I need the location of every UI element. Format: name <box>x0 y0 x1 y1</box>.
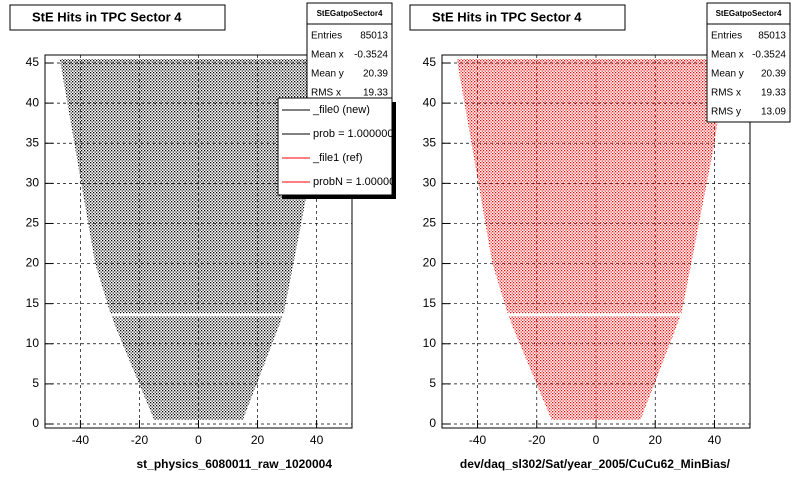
stats-value: 20.39 <box>761 69 786 80</box>
stats-label: Mean y <box>711 69 744 80</box>
y-tick-label: 0 <box>429 416 436 430</box>
x-tick-label: 0 <box>195 433 202 447</box>
stats-value: -0.3524 <box>354 50 388 61</box>
stats-title: StEGatpoSector4 <box>317 9 383 18</box>
stats-value: 13.09 <box>761 107 786 118</box>
stats-label: RMS x <box>311 88 341 99</box>
legend-label: _file0 (new) <box>312 104 370 116</box>
chart-title: StE Hits in TPC Sector 4 <box>32 9 182 24</box>
y-tick-label: 40 <box>26 95 40 109</box>
stats-title: StEGatpoSector4 <box>716 9 782 18</box>
legend-label: prob = 1.000000 <box>313 128 393 140</box>
x-tick-label: 20 <box>649 433 663 447</box>
hit-cloud <box>59 59 329 420</box>
gap-band <box>104 313 293 317</box>
x-tick-label: -20 <box>528 433 546 447</box>
y-tick-label: 0 <box>32 416 39 430</box>
y-tick-label: 10 <box>423 336 437 350</box>
stats-label: Entries <box>711 31 742 42</box>
legend-label: probN = 1.000000 <box>313 176 401 188</box>
y-tick-label: 20 <box>26 256 40 270</box>
y-tick-label: 5 <box>429 376 436 390</box>
x-tick-label: -40 <box>72 433 90 447</box>
y-tick-label: 15 <box>26 296 40 310</box>
y-tick-label: 15 <box>423 296 437 310</box>
x-tick-label: -40 <box>469 433 487 447</box>
title-box <box>9 4 226 31</box>
y-tick-label: 30 <box>423 176 437 190</box>
stats-value: 85013 <box>360 31 388 42</box>
y-tick-label: 20 <box>423 256 437 270</box>
stats-label: Entries <box>311 31 342 42</box>
stats-label: Mean x <box>311 50 344 61</box>
legend-box <box>277 97 393 196</box>
x-axis-label: dev/daq_sl302/Sat/year_2005/CuCu62_MinBi… <box>460 457 731 471</box>
stats-label: Mean x <box>711 50 744 61</box>
legend-label: _file1 (ref) <box>312 152 363 164</box>
stats-value: 19.33 <box>363 88 388 99</box>
title-box <box>409 4 626 31</box>
y-tick-label: 35 <box>423 135 437 149</box>
x-tick-label: 20 <box>251 433 265 447</box>
x-tick-label: 40 <box>310 433 324 447</box>
hit-cloud <box>456 59 727 420</box>
stats-box <box>706 2 791 123</box>
stats-label: RMS y <box>711 107 741 118</box>
y-tick-label: 30 <box>26 176 40 190</box>
stats-value: -0.3524 <box>752 50 786 61</box>
y-tick-label: 5 <box>32 376 39 390</box>
y-tick-label: 25 <box>423 216 437 230</box>
x-tick-label: 40 <box>708 433 722 447</box>
legend: _file0 (new) prob = 1.000000 _file1 (ref) p… <box>282 104 401 188</box>
chart-title: StE Hits in TPC Sector 4 <box>432 9 582 24</box>
y-tick-label: 25 <box>26 216 40 230</box>
stats-box <box>306 2 393 104</box>
x-axis-label: st_physics_6080011_raw_1020004 <box>136 457 332 471</box>
y-tick-label: 35 <box>26 135 40 149</box>
x-tick-label: -20 <box>131 433 149 447</box>
y-tick-label: 40 <box>423 95 437 109</box>
stats-value: 85013 <box>758 31 786 42</box>
stats-label: Mean y <box>311 69 344 80</box>
y-tick-label: 10 <box>26 336 40 350</box>
stats-value: 19.33 <box>761 88 786 99</box>
stats-value: 20.39 <box>363 69 388 80</box>
stats-label: RMS x <box>711 88 741 99</box>
y-tick-label: 45 <box>26 55 40 69</box>
x-tick-label: 0 <box>593 433 600 447</box>
gap-band <box>501 313 691 317</box>
y-tick-label: 45 <box>423 55 437 69</box>
